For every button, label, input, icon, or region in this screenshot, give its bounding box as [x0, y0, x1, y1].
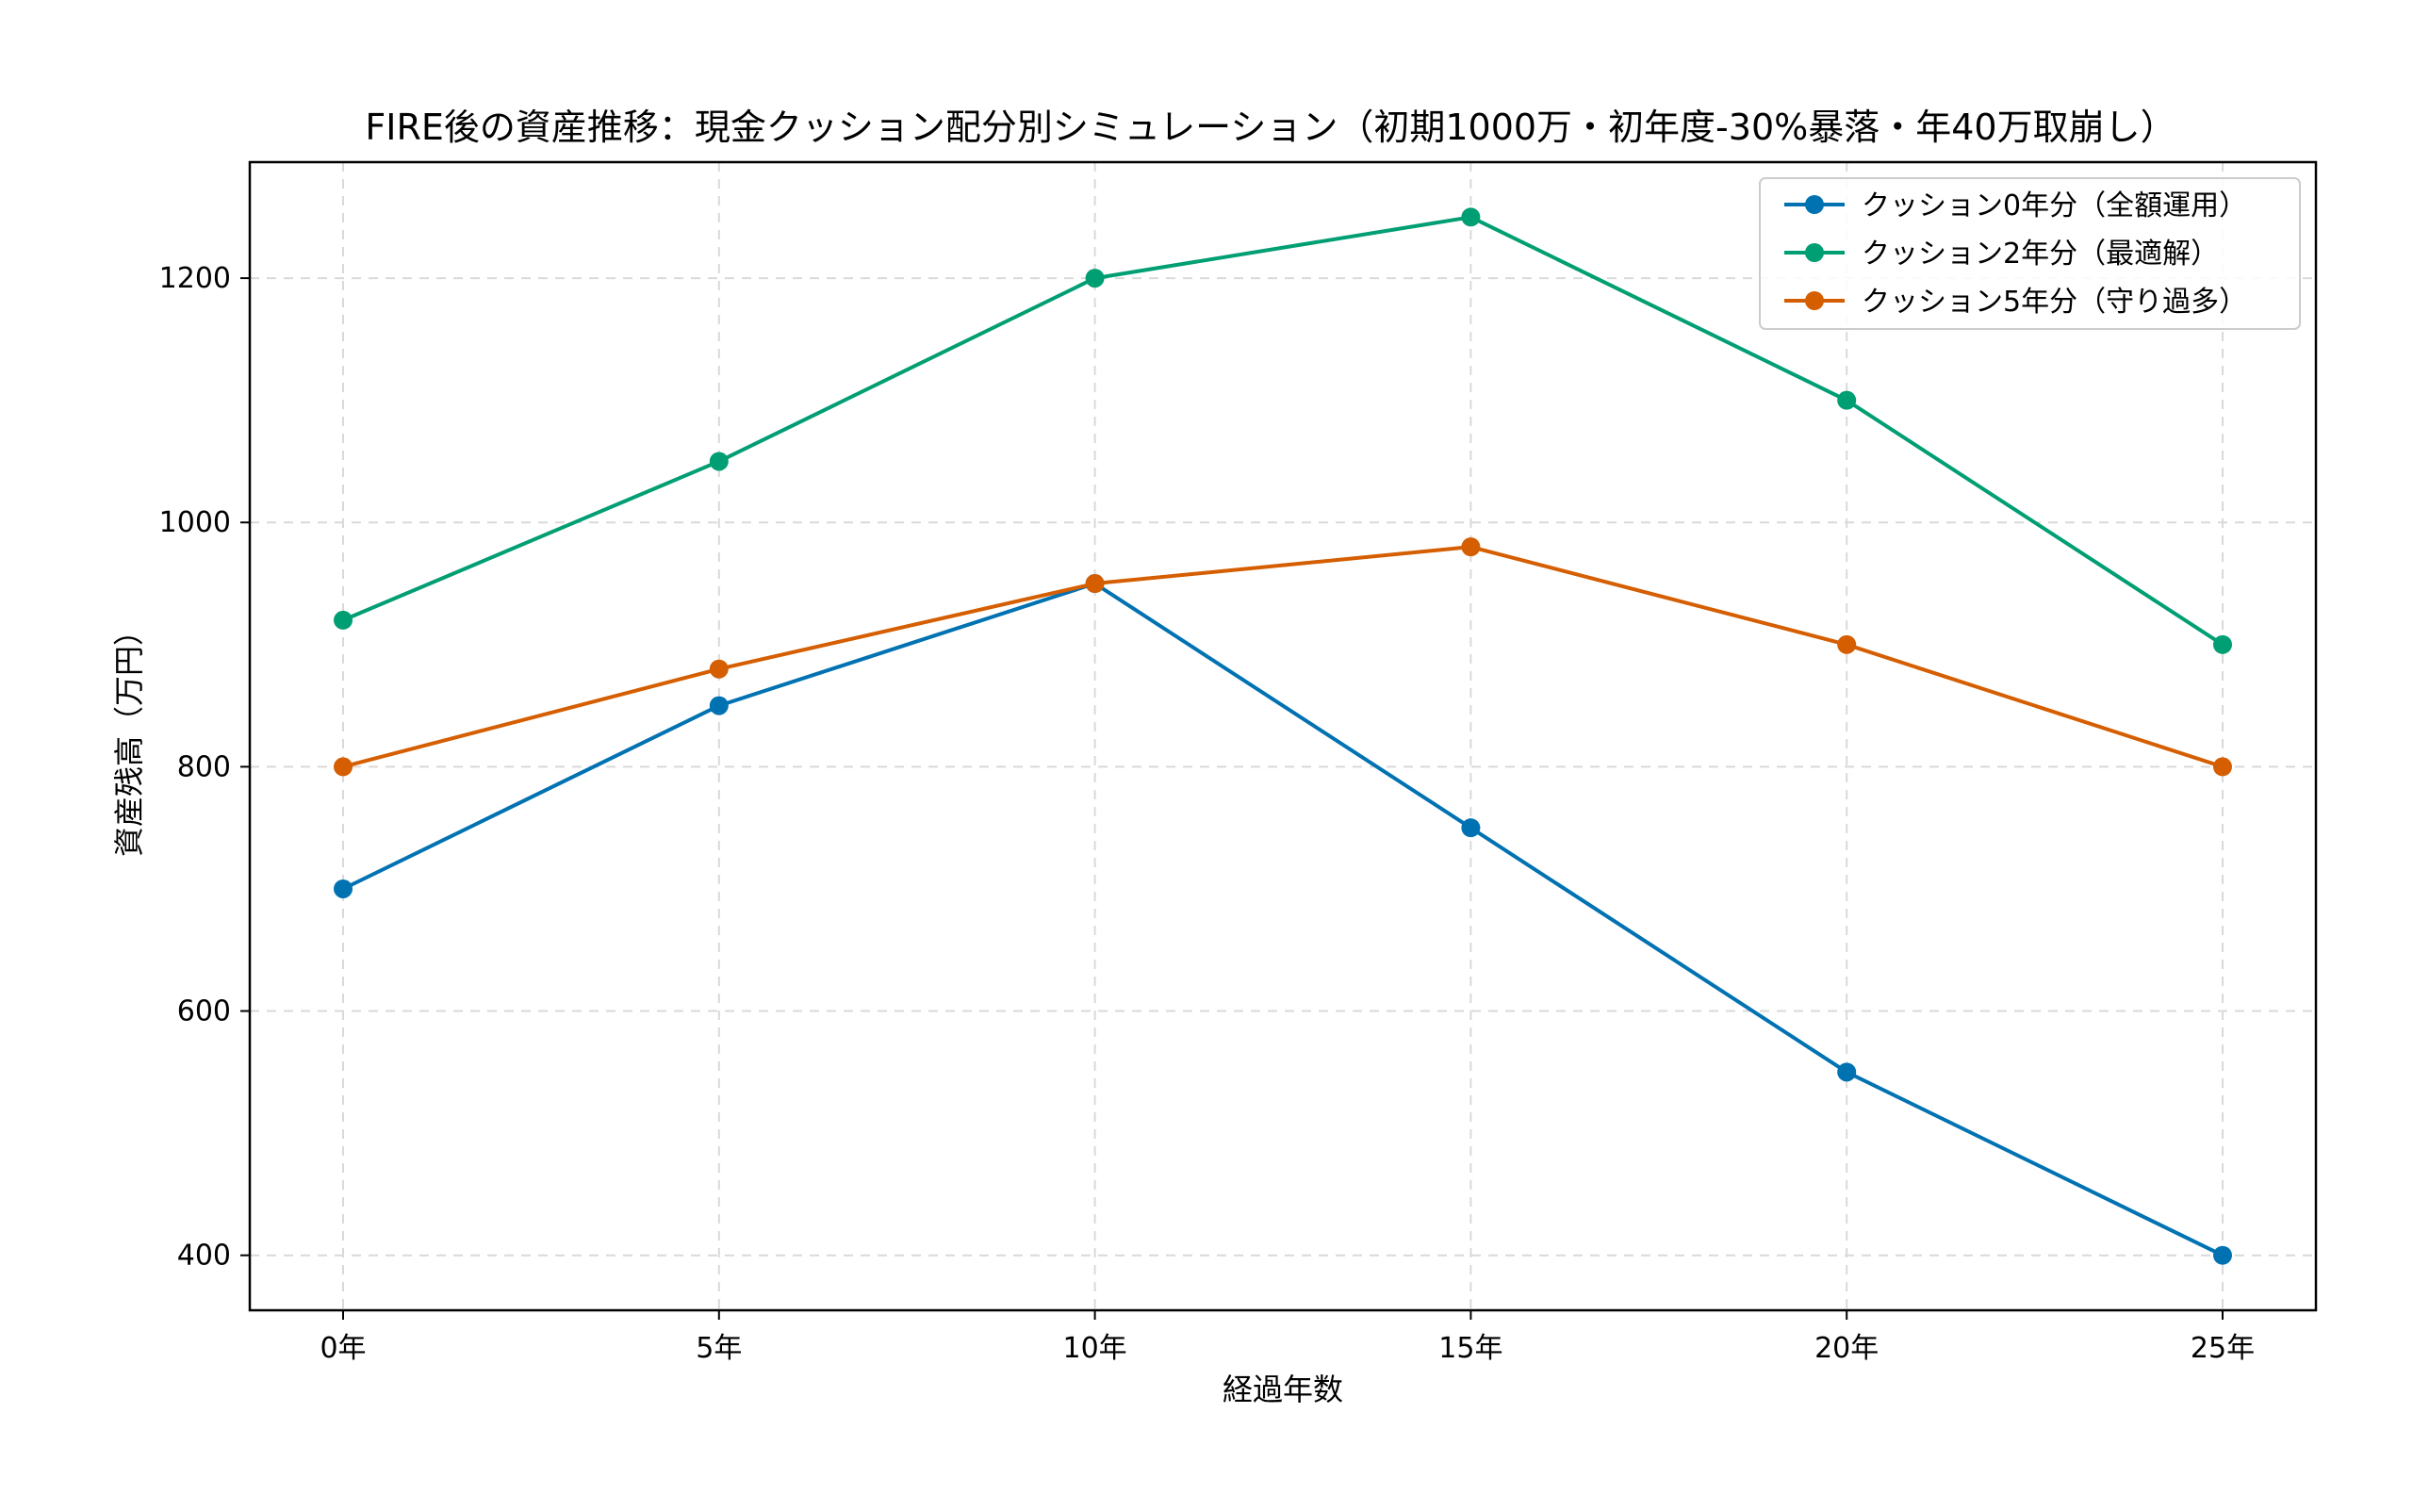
plot-frame [248, 160, 2318, 1312]
y-tick-label: 800 [177, 750, 231, 783]
y-tick-label: 600 [177, 995, 231, 1028]
legend-marker [1805, 291, 1824, 310]
data-point [1837, 1062, 1857, 1082]
x-tick-label: 25年 [2191, 1332, 2255, 1365]
data-point [1461, 537, 1481, 557]
data-point [1837, 390, 1857, 410]
series-line [342, 215, 2224, 647]
y-tick-label: 1200 [159, 262, 231, 295]
legend: クッション0年分（全額運用） クッション2年分（最適解） クッション5年分（守り過多… [1759, 177, 2301, 330]
data-point [1085, 574, 1105, 594]
x-tick-label: 20年 [1814, 1332, 1879, 1365]
chart-title: FIRE後の資産推移：現金クッション配分別シミュレーション（初期1000万・初年… [365, 107, 2175, 148]
data-point [709, 452, 729, 471]
series-line [342, 545, 2224, 769]
x-tick-label: 5年 [696, 1332, 742, 1365]
data-point [709, 696, 729, 715]
data-point [1837, 634, 1857, 654]
legend-entry-1: クッション2年分（最適解） [1784, 238, 2219, 271]
data-point [1461, 818, 1481, 838]
data-point [2213, 1245, 2232, 1265]
data-point [2213, 757, 2232, 777]
legend-entry-2: クッション5年分（守り過多） [1784, 286, 2247, 319]
legend-label: クッション5年分（守り過多） [1862, 286, 2247, 319]
data-point [1085, 269, 1105, 288]
x-tick-label: 15年 [1438, 1332, 1502, 1365]
x-axis-ticks: 0年 5年 10年 15年 20年 25年 [320, 1310, 2255, 1365]
y-tick-label: 400 [177, 1240, 231, 1273]
x-axis-title: 経過年数 [1223, 1372, 1343, 1407]
y-axis-ticks: 400 600 800 1000 1200 [159, 262, 250, 1273]
series-0 [334, 574, 2232, 1265]
data-point [334, 879, 353, 898]
data-point [334, 610, 353, 630]
series-lines [334, 207, 2232, 1265]
data-point [1461, 207, 1481, 227]
legend-marker [1805, 243, 1824, 262]
y-axis-title: 資産残高（万円） [111, 616, 147, 857]
legend-label: クッション2年分（最適解） [1862, 238, 2219, 271]
x-tick-label: 10年 [1063, 1332, 1127, 1365]
x-tick-label: 0年 [320, 1332, 366, 1365]
legend-box [1759, 177, 2301, 330]
series-1 [334, 207, 2232, 654]
data-point [334, 757, 353, 777]
legend-marker [1805, 195, 1824, 214]
y-tick-label: 1000 [159, 506, 231, 539]
data-point [2213, 634, 2232, 654]
data-point [709, 659, 729, 679]
legend-label: クッション0年分（全額運用） [1862, 189, 2247, 222]
series-2 [334, 537, 2232, 777]
legend-entry-0: クッション0年分（全額運用） [1784, 189, 2247, 222]
series-line [342, 582, 2224, 1257]
